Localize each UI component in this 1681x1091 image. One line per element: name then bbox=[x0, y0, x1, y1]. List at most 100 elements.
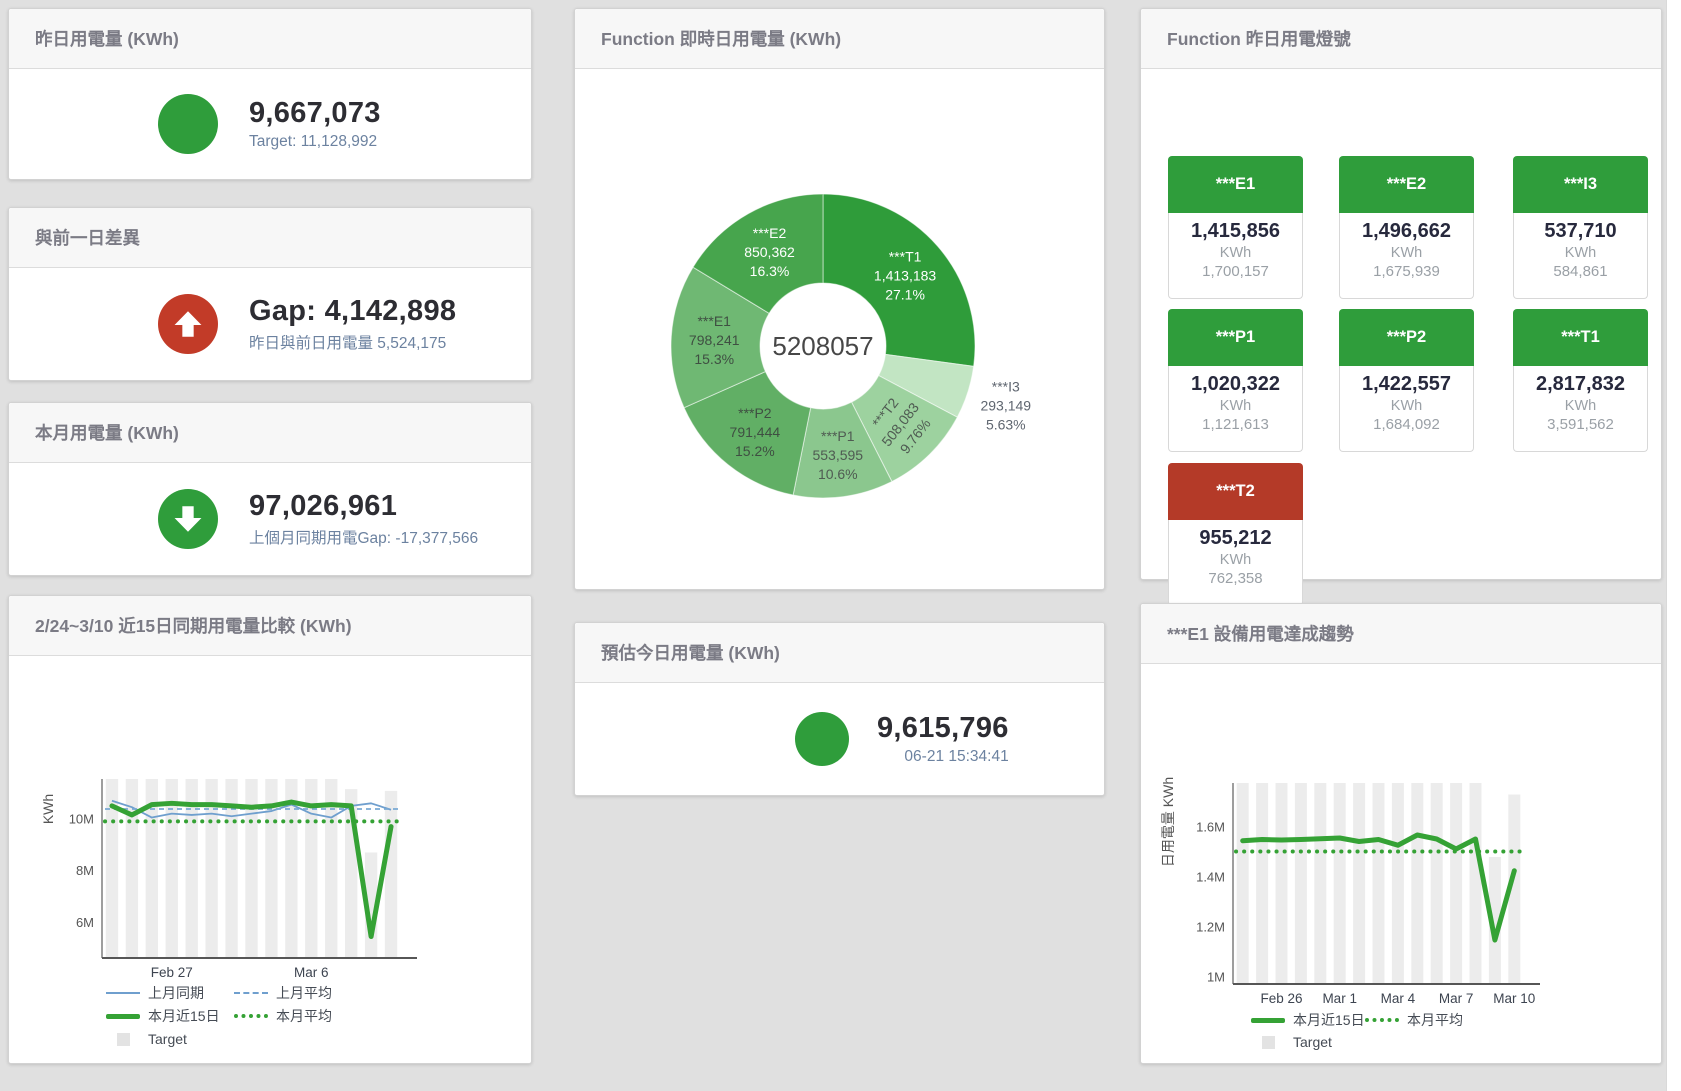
target-bars bbox=[105, 779, 398, 958]
tile-unit: KWh bbox=[1564, 398, 1597, 414]
legend-item-target[interactable]: Target bbox=[1251, 1034, 1332, 1050]
panel-title: 與前一日差異 bbox=[35, 228, 140, 248]
tile-header: ***P2 bbox=[1339, 309, 1474, 366]
tile-unit: KWh bbox=[1219, 552, 1252, 568]
donut-slice-label: ***E2 850,362 16.3% bbox=[744, 225, 795, 279]
tile-value: 2,817,832 bbox=[1536, 373, 1625, 395]
tile-body: 537,710 KWh 584,861 bbox=[1513, 213, 1648, 299]
panel-header[interactable]: Function 即時日用電量 (KWh) bbox=[575, 9, 1104, 69]
legend-item-this-month-avg[interactable]: 本月平均 bbox=[234, 1006, 332, 1026]
tile-target: 1,121,613 bbox=[1202, 416, 1269, 433]
stat-block: 97,026,961 上個月同期用電Gap: -17,377,566 bbox=[249, 490, 478, 548]
donut-slice-label: ***P2 791,444 15.2% bbox=[730, 405, 781, 459]
legend-item-last-month[interactable]: 上月同期 bbox=[106, 983, 234, 1003]
tile-value: 1,020,322 bbox=[1191, 373, 1280, 395]
legend-label: 本月近15日 bbox=[1293, 1012, 1365, 1028]
stat-value: Gap: 4,142,898 bbox=[249, 295, 457, 327]
tile-header: ***P1 bbox=[1168, 309, 1303, 366]
stat-subtitle: 昨日與前日用電量 5,524,175 bbox=[249, 335, 447, 352]
tile-name: ***T2 bbox=[1216, 482, 1255, 500]
stat-subtitle: Target: 11,128,992 bbox=[249, 133, 378, 150]
panel-title: ***E1 設備用電達成趨勢 bbox=[1167, 624, 1354, 644]
tile-t1: ***T1 2,817,832 KWh 3,591,562 bbox=[1513, 309, 1648, 452]
stat-subtitle: 上個月同期用電Gap: -17,377,566 bbox=[249, 530, 479, 547]
scrollbar[interactable] bbox=[1666, 0, 1681, 1091]
card-day-gap: 與前一日差異 Gap: 4,142,898 昨日與前日用電量 5,524,175 bbox=[8, 207, 532, 381]
legend-item-this-month[interactable]: 本月近15日 bbox=[106, 1006, 234, 1026]
y-axis-label: KWh bbox=[40, 794, 56, 824]
tile-name: ***E1 bbox=[1215, 175, 1256, 193]
tile-name: ***P2 bbox=[1386, 328, 1427, 346]
panel-title: 預估今日用電量 (KWh) bbox=[601, 643, 780, 663]
donut-slice bbox=[850, 374, 958, 483]
donut-slice-label: ***T2508,0839.76% bbox=[863, 388, 937, 461]
panel-title: 昨日用電量 (KWh) bbox=[35, 29, 179, 49]
tile-body: 2,817,832 KWh 3,591,562 bbox=[1513, 366, 1648, 452]
series bbox=[109, 799, 394, 940]
panel-title: 2/24~3/10 近15日同期用電量比較 (KWh) bbox=[35, 616, 352, 636]
y-tick: 8M bbox=[76, 863, 94, 878]
panel-header[interactable]: ***E1 設備用電達成趨勢 bbox=[1141, 604, 1661, 664]
tile-name: ***T1 bbox=[1561, 328, 1600, 346]
tile-unit: KWh bbox=[1390, 245, 1423, 261]
donut-slice bbox=[670, 266, 770, 409]
legend-row: 上月同期 上月平均 bbox=[106, 984, 332, 1002]
donut-center-total: 5208057 bbox=[772, 331, 873, 361]
green-dotted-swatch-icon bbox=[1365, 1018, 1399, 1022]
stat-block: 9,615,796 06-21 15:34:41 bbox=[877, 712, 1009, 766]
panel-header[interactable]: 昨日用電量 (KWh) bbox=[9, 9, 531, 69]
panel-body: Gap: 4,142,898 昨日與前日用電量 5,524,175 bbox=[9, 268, 531, 380]
donut-slice-label: ***I3 293,149 5.63% bbox=[980, 379, 1031, 433]
panel-title: 本月用電量 (KWh) bbox=[35, 423, 179, 443]
realtime-donut-chart: ***T1 1,413,183 27.1% ***I3 293,149 5.63% ***T… bbox=[670, 193, 1031, 499]
blue-dashed-swatch-icon bbox=[234, 992, 268, 994]
legend-label: 本月近15日 bbox=[148, 1008, 220, 1024]
legend-label: Target bbox=[148, 1031, 187, 1047]
panel-header[interactable]: Function 昨日用電燈號 bbox=[1141, 9, 1661, 69]
tile-name: ***E2 bbox=[1386, 175, 1427, 193]
y-tick: 1M bbox=[1207, 970, 1225, 985]
green-dotted-swatch-icon bbox=[234, 1014, 268, 1018]
legend-item-target[interactable]: Target bbox=[106, 1031, 187, 1047]
legend-item-this-month-avg[interactable]: 本月平均 bbox=[1365, 1010, 1463, 1030]
target-swatch-icon bbox=[1251, 1035, 1285, 1049]
card-yesterday-usage: 昨日用電量 (KWh) 9,667,073 Target: 11,128,992 bbox=[8, 8, 532, 180]
tile-name: ***P1 bbox=[1215, 328, 1256, 346]
x-tick: Mar 7 bbox=[1439, 991, 1474, 1006]
legend-label: 上月平均 bbox=[276, 985, 332, 1001]
donut-slice bbox=[692, 193, 824, 315]
panel-header[interactable]: 本月用電量 (KWh) bbox=[9, 403, 531, 463]
green-line-swatch-icon bbox=[106, 1013, 140, 1019]
panel-header[interactable]: 2/24~3/10 近15日同期用電量比較 (KWh) bbox=[9, 596, 531, 656]
tile-value: 955,212 bbox=[1199, 527, 1272, 549]
tile-target: 3,591,562 bbox=[1547, 416, 1614, 433]
panel-title: Function 即時日用電量 (KWh) bbox=[601, 29, 842, 49]
tile-header: ***E1 bbox=[1168, 156, 1303, 213]
legend-label: 本月平均 bbox=[1407, 1012, 1463, 1028]
stat-value: 9,667,073 bbox=[249, 97, 381, 129]
panel-body: 97,026,961 上個月同期用電Gap: -17,377,566 bbox=[9, 463, 531, 575]
x-tick: Mar 10 bbox=[1493, 991, 1535, 1006]
tile-body: 955,212 KWh 762,358 bbox=[1168, 520, 1303, 606]
status-circle-icon bbox=[158, 94, 218, 154]
x-tick: Feb 26 bbox=[1260, 991, 1302, 1006]
stat-block: Gap: 4,142,898 昨日與前日用電量 5,524,175 bbox=[249, 295, 456, 353]
blue-line-swatch-icon bbox=[106, 992, 140, 994]
tile-value: 1,415,856 bbox=[1191, 220, 1280, 242]
legend-row: 本月近15日 本月平均 bbox=[106, 1007, 332, 1025]
legend-item-this-month[interactable]: 本月近15日 bbox=[1251, 1010, 1365, 1030]
tile-unit: KWh bbox=[1219, 398, 1252, 414]
legend-item-last-month-avg[interactable]: 上月平均 bbox=[234, 983, 332, 1003]
x-tick: Mar 1 bbox=[1322, 991, 1357, 1006]
legend-row: 本月近15日 本月平均 bbox=[1251, 1011, 1463, 1029]
tile-unit: KWh bbox=[1390, 398, 1423, 414]
legend-label: 本月平均 bbox=[276, 1008, 332, 1024]
panel-header[interactable]: 與前一日差異 bbox=[9, 208, 531, 268]
panel-title: Function 昨日用電燈號 bbox=[1167, 29, 1351, 49]
tile-value: 537,710 bbox=[1544, 220, 1617, 242]
panel-header[interactable]: 預估今日用電量 (KWh) bbox=[575, 623, 1104, 683]
tile-name: ***I3 bbox=[1563, 175, 1598, 193]
tile-value: 1,496,662 bbox=[1362, 220, 1451, 242]
tile-target: 1,684,092 bbox=[1373, 416, 1440, 433]
